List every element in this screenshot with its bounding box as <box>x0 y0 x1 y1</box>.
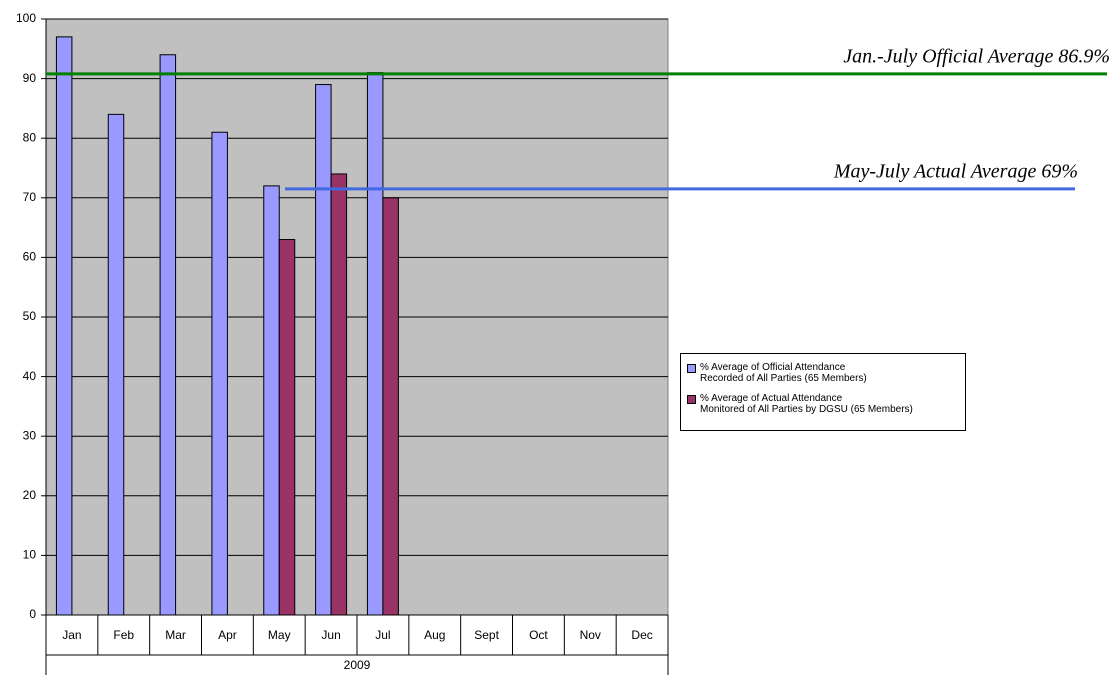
legend-swatch <box>687 395 696 404</box>
annotation: Jan.-July Official Average 86.9% <box>843 45 1110 67</box>
x-tick-label: May <box>268 628 291 642</box>
x-tick-label: Sept <box>474 628 499 642</box>
legend-label: % Average of Actual Attendance Monitored… <box>700 393 913 415</box>
legend-item: % Average of Actual Attendance Monitored… <box>687 393 959 415</box>
bar <box>315 84 332 616</box>
x-tick-label: Mar <box>165 628 186 642</box>
bar <box>278 239 296 616</box>
y-tick-label: 10 <box>23 548 37 562</box>
y-tick-label: 40 <box>23 369 37 383</box>
bar <box>330 173 348 616</box>
bar <box>211 131 228 616</box>
y-tick-label: 90 <box>23 71 37 85</box>
bar <box>263 185 280 616</box>
y-tick-label: 0 <box>29 607 36 621</box>
x-tick-label: Apr <box>218 628 237 642</box>
x-tick-label: Feb <box>113 628 134 642</box>
y-tick-label: 70 <box>23 190 37 204</box>
x-tick-label: Jan <box>62 628 81 642</box>
y-tick-label: 20 <box>23 488 37 502</box>
annotation: May-July Actual Average 69% <box>833 160 1078 182</box>
y-tick-label: 30 <box>23 428 37 442</box>
y-tick-label: 80 <box>23 130 37 144</box>
legend-label: % Average of Official Attendance Recorde… <box>700 362 867 384</box>
legend-item: % Average of Official Attendance Recorde… <box>687 362 959 384</box>
legend-swatch <box>687 364 696 373</box>
x-tick-label: Jun <box>321 628 340 642</box>
group-label: 2009 <box>344 658 371 672</box>
bar <box>366 72 384 616</box>
bar <box>159 54 177 616</box>
x-tick-label: Jul <box>375 628 390 642</box>
y-tick-label: 50 <box>23 309 37 323</box>
y-tick-label: 100 <box>16 11 36 25</box>
x-tick-label: Oct <box>529 628 548 642</box>
y-tick-label: 60 <box>23 250 37 264</box>
x-tick-label: Aug <box>424 628 445 642</box>
legend: % Average of Official Attendance Recorde… <box>680 353 966 431</box>
bar <box>107 113 125 616</box>
bar <box>55 36 73 616</box>
x-tick-label: Dec <box>631 628 652 642</box>
bar <box>382 197 399 616</box>
x-tick-label: Nov <box>580 628 601 642</box>
